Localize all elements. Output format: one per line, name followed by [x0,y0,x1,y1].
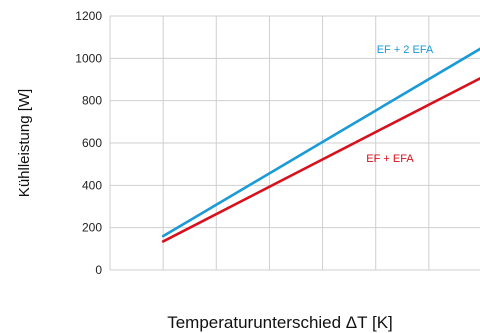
series-lines [161,47,480,243]
y-tick-label-6: 1200 [75,9,102,23]
y-tick-label-5: 1000 [75,51,102,65]
y-axis-ticks: 0 200 400 600 800 1000 1200 [75,9,102,277]
series-label-2: EF + EFA [366,153,414,165]
y-tick-label-4: 800 [82,94,102,108]
x-axis-label: Temperaturunterschied ΔT [K] [167,313,393,332]
y-tick-label-2: 400 [82,178,102,192]
series-line-2 [161,76,480,243]
y-tick-label-1: 200 [82,221,102,235]
y-tick-label-0: 0 [95,263,102,277]
series-line-1 [161,47,480,238]
y-axis-label: Kühlleistung [W] [16,89,33,197]
grid [109,15,480,271]
series-label-1: EF + 2 EFA [377,44,434,56]
series-labels: EF + 2 EFA EF + EFA [366,44,434,165]
y-tick-label-3: 600 [82,136,102,150]
